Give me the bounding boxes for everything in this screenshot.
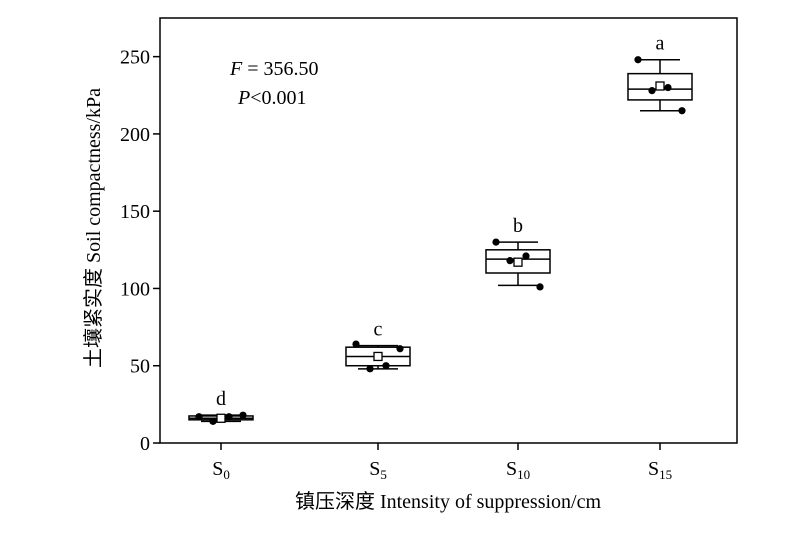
data-point — [225, 413, 233, 421]
x-axis-label: 镇压深度 Intensity of suppression/cm — [295, 490, 602, 513]
p-value: P<0.001 — [237, 87, 307, 109]
y-tick-label: 150 — [120, 201, 150, 223]
y-tick-label: 250 — [120, 47, 150, 69]
stats-annotation: F = 356.50 P<0.001 — [229, 58, 319, 109]
significance-letter: a — [656, 33, 665, 55]
box-group: a — [627, 33, 693, 115]
mean-marker — [513, 257, 523, 267]
axes — [159, 17, 738, 444]
x-tick-label: S10 — [506, 458, 530, 482]
box-group: c — [345, 319, 411, 373]
data-point — [209, 417, 217, 425]
f-statistic: F = 356.50 — [229, 58, 319, 80]
y-tick-label: 0 — [140, 433, 150, 455]
y-tick-label: 50 — [130, 356, 150, 378]
data-point — [536, 283, 544, 291]
significance-letter: b — [513, 215, 523, 237]
data-point — [396, 345, 404, 353]
mean-marker — [655, 81, 665, 91]
x-tick-label: S5 — [369, 458, 387, 482]
significance-letter: d — [216, 388, 226, 410]
significance-letter: c — [374, 319, 383, 341]
data-point — [522, 252, 530, 260]
data-point — [239, 411, 247, 419]
y-axis-ticks: 0 50 100 150 200 250 — [120, 47, 160, 455]
box-series: d c b a — [188, 33, 693, 425]
x-tick-label: S15 — [648, 458, 672, 482]
x-tick-label: S0 — [212, 458, 230, 482]
x-axis-ticks: S0 S5 S10 S15 — [212, 443, 672, 482]
data-point — [648, 87, 656, 95]
y-tick-label: 100 — [120, 278, 150, 300]
y-axis-label: 土壤紧实度 Soil compactness/kPa — [82, 88, 105, 368]
data-point — [634, 56, 642, 64]
data-point — [664, 83, 672, 92]
mean-marker — [373, 351, 383, 362]
data-point — [492, 238, 500, 246]
data-point — [366, 365, 374, 373]
y-tick-label: 200 — [120, 124, 150, 146]
box-group: b — [485, 215, 551, 291]
plot-frame — [159, 17, 738, 444]
data-point — [382, 362, 390, 370]
box-group: d — [188, 388, 254, 425]
data-point — [506, 257, 514, 265]
data-point — [352, 340, 360, 348]
data-point — [195, 413, 203, 421]
mean-marker — [216, 413, 226, 423]
data-point — [678, 107, 686, 115]
